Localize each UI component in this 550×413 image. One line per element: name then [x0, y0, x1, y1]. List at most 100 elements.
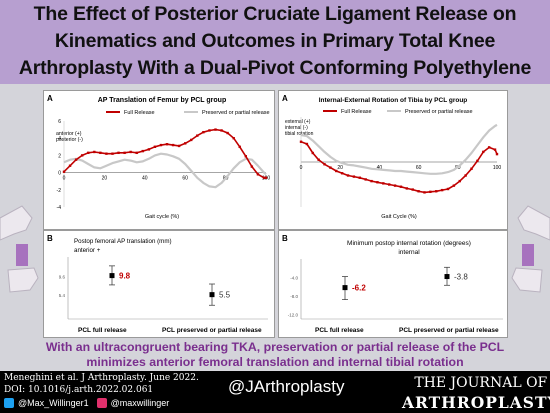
journal-twitter-handle[interactable]: @JArthroplasty [228, 377, 345, 396]
value-label: 5.5 [219, 291, 231, 300]
x-tick-label: 20 [337, 165, 343, 171]
legend-label-full-release: Full Release [341, 109, 372, 115]
data-point-full-release [74, 158, 78, 161]
data-point-full-release [220, 129, 223, 132]
category-label-full-release: PCL full release [315, 327, 364, 334]
data-point-full-release [317, 158, 320, 161]
data-point-full-release [311, 151, 314, 155]
data-point-full-release [299, 140, 303, 143]
category-label-preserved: PCL preserved or partial release [399, 327, 499, 334]
x-axis-label: Gait Cycle (%) [381, 214, 417, 220]
chart-title: Postop femoral AP translation (mm) [74, 238, 172, 245]
x-tick-label: 20 [102, 176, 108, 182]
data-point-full-release [464, 174, 467, 177]
twitter-handle-link[interactable]: @Max_Willinger1 [18, 398, 89, 408]
data-point-full-release [393, 184, 397, 187]
y-tick-label: 6 [58, 119, 61, 125]
y-annotation-external: external (+) [285, 119, 311, 125]
y-tick-label: 9.6 [59, 274, 66, 279]
data-point-full-release [196, 134, 199, 137]
direction-label: internal [398, 249, 420, 256]
data-point-full-release [405, 187, 409, 190]
data-point-full-release [184, 142, 187, 145]
internal-rotation-summary-chart: B Minimum postop internal rotation (degr… [282, 234, 503, 334]
footer-bar: Meneghini et al. J Arthroplasty. June 20… [0, 371, 550, 413]
data-point-full-release [487, 146, 491, 149]
title-line-3: Arthroplasty With a Dual-Pivot Conformin… [18, 57, 532, 79]
category-label-full-release: PCL full release [78, 327, 127, 334]
data-point-full-release [388, 183, 391, 186]
data-point-full-release [129, 150, 132, 154]
y-annotation-tibial-rotation: tibial rotation [285, 131, 314, 137]
y-tick-label: 4 [58, 136, 61, 142]
data-point-full-release [244, 155, 247, 158]
citation: Meneghini et al. J Arthroplasty. June 20… [4, 373, 199, 396]
data-point-full-release [214, 128, 217, 131]
instagram-handle-link[interactable]: @maxwillinger [110, 398, 170, 408]
data-point-full-release [238, 145, 241, 148]
data-point-full-release [264, 176, 268, 179]
panel-internal-rotation-summary: B Minimum postop internal rotation (degr… [278, 230, 508, 338]
data-point-full-release [358, 176, 361, 179]
data-point-full-release [435, 190, 438, 193]
knee-illustration-left-icon [0, 205, 39, 293]
x-tick-label: 40 [142, 176, 148, 182]
legend-label-full-release: Full Release [124, 110, 155, 116]
data-point-full-release [177, 144, 181, 148]
data-point-full-release [482, 150, 485, 154]
data-point-full-release [376, 181, 379, 184]
knee-illustration-right-icon [511, 205, 550, 293]
data-point-full-release [159, 143, 163, 147]
y-tick-label: 0 [58, 171, 61, 177]
data-point-full-release [141, 149, 144, 153]
direction-label: anterior + [74, 247, 101, 254]
legend: Full Release Preserved or partial releas… [106, 110, 270, 116]
legend-label-preserved: Preserved or partial release [405, 109, 473, 115]
legend: Full Release Preserved or partial releas… [323, 109, 473, 115]
data-point-full-release [382, 182, 385, 185]
data-point-full-release [62, 170, 66, 173]
y-annotation-anterior: anterior (+) [56, 131, 82, 137]
panel-letter-a: A [47, 94, 53, 103]
data-point-full-release [352, 175, 356, 178]
y-tick-label: -8.0 [290, 294, 298, 299]
data-point-full-release [226, 131, 229, 135]
panel-tibia-rotation: A Internal-External Rotation of Tibia by… [278, 90, 508, 230]
data-point-full-release [111, 152, 114, 155]
data-point-full-release [399, 185, 403, 188]
data-point-full-release [340, 172, 344, 175]
data-point-full-release [202, 130, 205, 134]
data-point-full-release [80, 154, 84, 157]
mean-marker [209, 292, 215, 298]
instagram-icon [96, 398, 107, 408]
data-point-full-release [93, 150, 96, 154]
series-line-preserved [63, 152, 267, 189]
data-point-full-release [476, 159, 479, 163]
data-point-full-release [458, 179, 461, 183]
data-point-full-release [208, 129, 211, 132]
data-point-full-release [346, 174, 350, 177]
mean-marker [109, 273, 115, 279]
data-point-full-release [153, 145, 157, 148]
tibia-rotation-line-chart: A Internal-External Rotation of Tibia by… [282, 94, 501, 220]
data-point-full-release [423, 191, 426, 194]
y-tick-label: -4 [57, 205, 62, 211]
data-point-full-release [87, 151, 90, 155]
value-label: 9.8 [119, 272, 131, 281]
femoral-ap-summary-chart: B Postop femoral AP translation (mm) ant… [47, 234, 268, 334]
chart-title: Internal-External Rotation of Tibia by P… [319, 97, 468, 104]
x-tick-label: 60 [416, 165, 422, 171]
data-point-full-release [323, 163, 326, 166]
chart-title: AP Translation of Femur by PCL group [98, 97, 226, 104]
citation-line-1: Meneghini et al. J Arthroplasty. June 20… [4, 373, 199, 383]
series-line-preserved [300, 123, 498, 175]
title-line-1: The Effect of Posterior Cruciate Ligamen… [33, 3, 517, 25]
data-point-full-release [256, 173, 260, 176]
panel-letter-a: A [282, 94, 288, 103]
data-point-full-release [329, 166, 332, 169]
data-point-full-release [493, 148, 497, 151]
y-tick-label: 2 [58, 153, 61, 159]
conclusion-line-2: minimizes anterior femoral translation a… [86, 355, 464, 369]
y-tick-label: -2 [57, 188, 62, 194]
data-point-full-release [305, 142, 309, 146]
